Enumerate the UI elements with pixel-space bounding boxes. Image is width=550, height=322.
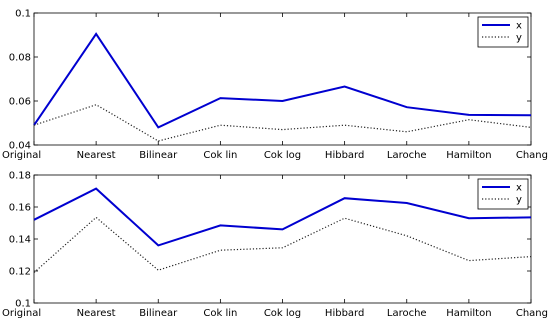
- legend-box: [477, 178, 529, 210]
- series-x-line: [33, 32, 532, 129]
- y-tick-label: 0.04: [9, 141, 31, 152]
- x-tick-label: Chang: [516, 150, 548, 161]
- x-tick-label: Chang: [516, 308, 548, 319]
- x-tick-label: Nearest: [77, 308, 116, 319]
- y-tick-label: 0.18: [9, 171, 31, 182]
- x-tick-label: Hibbard: [325, 308, 364, 319]
- y-tick-label: 0.12: [9, 267, 31, 278]
- y-tick-label: 0.08: [9, 53, 31, 64]
- x-tick-label: Laroche: [387, 308, 427, 319]
- series-y-line: [33, 216, 532, 274]
- x-tick-label: Nearest: [77, 150, 116, 161]
- legend-label-y: y: [516, 195, 522, 206]
- x-tick-label: Laroche: [387, 150, 427, 161]
- x-tick-label: Original: [2, 150, 41, 161]
- x-tick-label: Cok log: [264, 150, 301, 161]
- axes-box: [33, 174, 532, 304]
- top-chart-panel: 0.04 0.06 0.08 0.1 Original Nearest Bilinear Co…: [2, 9, 548, 162]
- series-y-line: [33, 104, 532, 142]
- x-tick-label: Bilinear: [139, 308, 178, 319]
- axes-box: [33, 12, 532, 146]
- legend: xy: [477, 178, 529, 210]
- legend-label-x: x: [516, 21, 522, 32]
- x-tick-label: Cok log: [264, 308, 301, 319]
- x-tick-label: Bilinear: [139, 150, 178, 161]
- bottom-chart-panel: 0.1 0.12 0.14 0.16 0.18 Original Nearest Biline…: [2, 171, 548, 320]
- y-tick-label: 0.1: [15, 299, 31, 310]
- x-tick-label: Hamilton: [446, 150, 491, 161]
- y-tick-label: 0.1: [15, 9, 31, 20]
- x-tick-label: Cok lin: [203, 308, 237, 319]
- x-tick-label: Original: [2, 308, 41, 319]
- x-tick-label: Hamilton: [446, 308, 491, 319]
- series-x-line: [33, 187, 532, 247]
- x-tick-label: Cok lin: [203, 150, 237, 161]
- legend-box: [477, 16, 529, 48]
- y-tick-label: 0.14: [9, 235, 31, 246]
- y-tick-label: 0.06: [9, 97, 31, 108]
- y-tick-label: 0.16: [9, 203, 31, 214]
- legend: xy: [477, 16, 529, 48]
- x-tick-label: Hibbard: [325, 150, 364, 161]
- legend-label-y: y: [516, 33, 522, 44]
- legend-label-x: x: [516, 183, 522, 194]
